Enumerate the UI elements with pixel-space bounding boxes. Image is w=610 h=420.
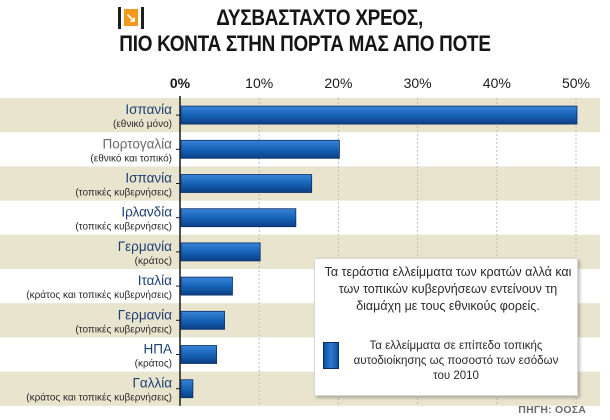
category-sublabel: (εθνικό και τοπικό) xyxy=(90,152,172,164)
category-label: Γερμανία xyxy=(118,307,172,322)
source-note: ΠΗΓΗ: ΟΟΣΑ xyxy=(518,404,586,416)
category-label: ΗΠΑ xyxy=(143,342,172,357)
x-tick-label: 10% xyxy=(245,75,273,91)
category-sublabel: (τοπικές κυβερνήσεις) xyxy=(75,187,172,199)
category-label: Ισπανία xyxy=(125,171,172,186)
bar xyxy=(180,379,194,399)
x-tick-label: 0% xyxy=(170,75,191,91)
category-label: Ισπανία xyxy=(125,102,172,117)
category-label: Ιταλία xyxy=(138,273,172,288)
category-sublabel: (κράτος και τοπικές κυβερνήσεις) xyxy=(26,289,172,301)
category-sublabel: (τοπικές κυβερνήσεις) xyxy=(75,323,172,335)
category-sublabel: (εθνικό μόνο) xyxy=(113,118,172,130)
logo-bar-right xyxy=(141,7,144,29)
category-label: Γερμανία xyxy=(118,239,172,254)
legend-swatch xyxy=(323,342,339,369)
chart-title-line-1: ΔΥΣΒΑΣΤΑΧΤΟ ΧΡΕΟΣ, xyxy=(216,5,423,30)
category-sublabel: (τοπικές κυβερνήσεις) xyxy=(75,221,172,233)
logo-bar-left xyxy=(118,7,121,29)
bar xyxy=(180,242,261,262)
legend-box: Τα τεράστια ελλείμματα των κρατών αλλά κ… xyxy=(314,258,578,396)
newspaper-logo: ↘ xyxy=(118,6,144,30)
bar xyxy=(180,139,340,159)
category-sublabel: (κράτος) xyxy=(135,255,172,267)
chart-title-line-2: ΠΙΟ ΚΟΝΤΑ ΣΤΗΝ ΠΟΡΤΑ ΜΑΣ ΑΠΟ ΠΟΤΕ xyxy=(119,31,491,56)
bar xyxy=(180,208,297,228)
category-label: Πορτογαλία xyxy=(102,136,172,151)
legend-series-label: Τα ελλείμματα σε επίπεδο τοπικής αυτοδιο… xyxy=(353,340,559,382)
annotation-text: Τα τεράστια ελλείμματα των κρατών αλλά κ… xyxy=(324,265,572,313)
category-label: Γαλλία xyxy=(132,376,172,391)
category-sublabel: (κράτος) xyxy=(135,358,172,370)
x-tick-label: 50% xyxy=(562,75,590,91)
x-tick-label: 30% xyxy=(404,75,432,91)
bar xyxy=(180,345,218,364)
category-label: Ιρλανδία xyxy=(121,205,172,220)
x-tick-label: 40% xyxy=(483,75,511,91)
arrow-down-right-icon: ↘ xyxy=(124,9,138,26)
bar xyxy=(180,310,225,330)
chart-header: ↘ ΔΥΣΒΑΣΤΑΧΤΟ ΧΡΕΟΣ, ΠΙΟ ΚΟΝΤΑ ΣΤΗΝ ΠΟΡΤ… xyxy=(0,0,610,66)
bar xyxy=(180,174,313,193)
x-tick-label: 20% xyxy=(324,75,352,91)
bar xyxy=(180,276,233,296)
category-sublabel: (κράτος και τοπικές κυβερνήσεις) xyxy=(26,392,172,404)
bar xyxy=(180,105,578,125)
